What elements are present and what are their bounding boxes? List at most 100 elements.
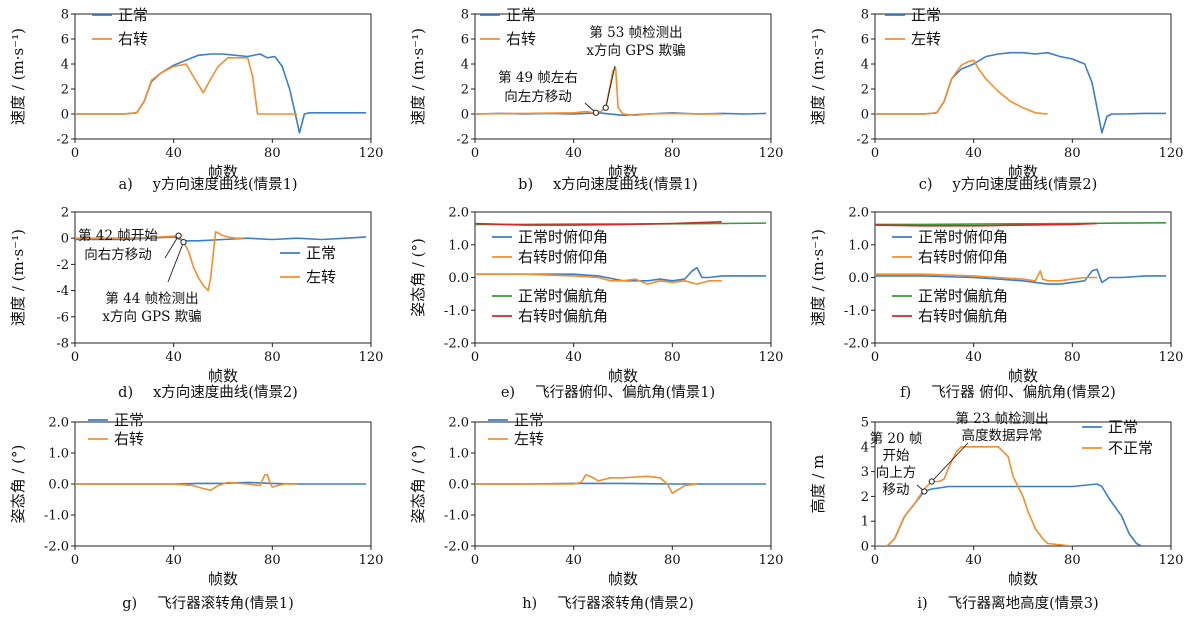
subplot-caption: c) y方向速度曲线(情景2) [919, 176, 1098, 193]
y-tick-label: -2 [456, 133, 469, 148]
y-tick-label: 2 [61, 206, 69, 221]
y-tick-label: 0.0 [448, 271, 469, 286]
y-tick-label: -6 [56, 310, 69, 325]
x-tick-label: 80 [664, 350, 681, 365]
annotation-leader [605, 65, 616, 108]
series-line-red [875, 222, 1098, 227]
subplot-8: -2.0 -1.0 0.0 1.0 2.0 0 40 80 120 帧数 姿态角 / (°) 正常左转… [409, 411, 783, 612]
y-tick-label: 4 [461, 58, 469, 73]
caption-text: 飞行器离地高度(情景3) [948, 595, 1099, 612]
caption-label: e) [501, 385, 515, 401]
y-tick-label: -1.0 [444, 304, 469, 319]
series-line-orange [75, 230, 243, 292]
legend-label: 正常 [306, 244, 336, 262]
x-axis-label: 帧数 [208, 570, 238, 588]
series-line-orange [475, 273, 722, 285]
annotation-text: 第 53 帧检测出 [589, 24, 682, 41]
y-axis-label: 姿态角 / (°) [409, 445, 427, 524]
x-tick-label: 80 [1064, 553, 1081, 568]
x-tick-label: 40 [165, 146, 182, 161]
caption-label: c) [919, 177, 933, 193]
subplot-2: -2024680 40 80 120帧数速度 / (m·s⁻¹)正常右转第 53 帧检… [409, 6, 783, 193]
y-tick-label: 2 [861, 83, 869, 98]
x-tick-label: 40 [565, 146, 582, 161]
caption-text: 飞行器滚转角(情景1) [157, 595, 294, 612]
y-tick-label: 2 [861, 490, 869, 505]
series-line-orange [875, 59, 1048, 115]
plot-frame [74, 13, 372, 140]
y-axis-label: 速度 / (m·s⁻¹) [809, 229, 827, 326]
annotation-marker [921, 488, 928, 495]
x-axis-label: 帧数 [208, 367, 238, 385]
y-tick-label: 4 [861, 440, 869, 455]
x-tick-label: 0 [471, 350, 479, 365]
x-tick-label: 80 [664, 146, 681, 161]
y-axis-label: 高度 / m [809, 455, 827, 514]
legend-label: 右转时偏航角 [918, 307, 1008, 325]
y-tick-label: 8 [461, 8, 469, 23]
y-tick-label: 1.0 [848, 238, 869, 253]
y-tick-label: 6 [861, 33, 869, 48]
subplot-7: -2.0 -1.0 0.0 1.0 2.0 0 40 80 120 帧数 姿态角 / (°) 正常右转… [9, 411, 383, 612]
y-tick-label: 2.0 [448, 416, 469, 431]
x-tick-label: 120 [759, 146, 784, 161]
subplot-caption: a) y方向速度曲线(情景1) [118, 176, 297, 193]
plot-frame [874, 421, 1172, 547]
x-tick-label: 40 [565, 350, 582, 365]
series-line-blue [75, 53, 367, 134]
subplot-caption: e) 飞行器俯仰、偏航角(情景1) [501, 384, 715, 401]
x-tick-label: 40 [965, 350, 982, 365]
annotation-text: 第 49 帧左右 [498, 69, 578, 86]
x-tick-label: 40 [165, 350, 182, 365]
y-tick-label: -2 [56, 258, 69, 273]
annotation-leader [931, 442, 969, 482]
y-tick-label: 3 [861, 465, 869, 480]
legend-label: 左转 [911, 30, 941, 48]
annotation-leader [167, 241, 184, 283]
legend-label: 正常 [514, 411, 544, 429]
caption-text: x方向速度曲线(情景1) [553, 176, 698, 193]
y-axis-label: 姿态角 / (°) [409, 238, 427, 317]
y-tick-label: 6 [461, 33, 469, 48]
legend-label: 正常时俯仰角 [518, 228, 608, 246]
caption-text: y方向速度曲线(情景2) [952, 176, 1098, 193]
x-tick-label: 0 [871, 350, 879, 365]
legend-label: 右转 [118, 30, 148, 48]
legend-label: 正常 [506, 6, 536, 24]
legend-label: 右转时偏航角 [518, 307, 608, 325]
caption-label: g) [122, 596, 137, 612]
y-tick-label: -2.0 [444, 337, 469, 352]
annotation-marker [175, 232, 182, 239]
y-tick-label: 2 [61, 83, 69, 98]
annotation-text: 向上方 [876, 465, 917, 481]
caption-label: i) [917, 596, 927, 612]
annotation-text: 开始 [883, 448, 911, 464]
subplot-caption: f) 飞行器 俯仰、偏航角(情景2) [900, 384, 1116, 401]
subplot-caption: g) 飞行器滚转角(情景1) [122, 595, 294, 612]
y-axis-label: 速度 / (m·s⁻¹) [9, 229, 27, 326]
caption-text: 飞行器滚转角(情景2) [557, 595, 694, 612]
y-tick-label: 0 [461, 108, 469, 123]
caption-text: 飞行器 俯仰、偏航角(情景2) [931, 384, 1116, 401]
x-tick-label: 0 [71, 350, 79, 365]
y-tick-label: 1 [861, 515, 869, 530]
y-tick-label: 2.0 [448, 206, 469, 221]
y-tick-label: -2.0 [844, 337, 869, 352]
y-tick-label: 0 [61, 108, 69, 123]
legend-label: 正常时偏航角 [518, 287, 608, 305]
caption-label: b) [518, 177, 533, 193]
subplot-caption: h) 飞行器滚转角(情景2) [522, 595, 694, 612]
legend-label: 不正常 [1108, 439, 1153, 457]
legend-label: 正常 [114, 411, 144, 429]
y-tick-label: 6 [61, 33, 69, 48]
caption-text: 飞行器俯仰、偏航角(情景1) [535, 384, 715, 401]
plot-frame [74, 211, 372, 344]
x-tick-label: 40 [165, 553, 182, 568]
y-axis-label: 速度 / (m·s⁻¹) [809, 28, 827, 125]
x-tick-label: 0 [471, 553, 479, 568]
series-line-red [475, 221, 722, 226]
annotation-marker [180, 239, 187, 246]
